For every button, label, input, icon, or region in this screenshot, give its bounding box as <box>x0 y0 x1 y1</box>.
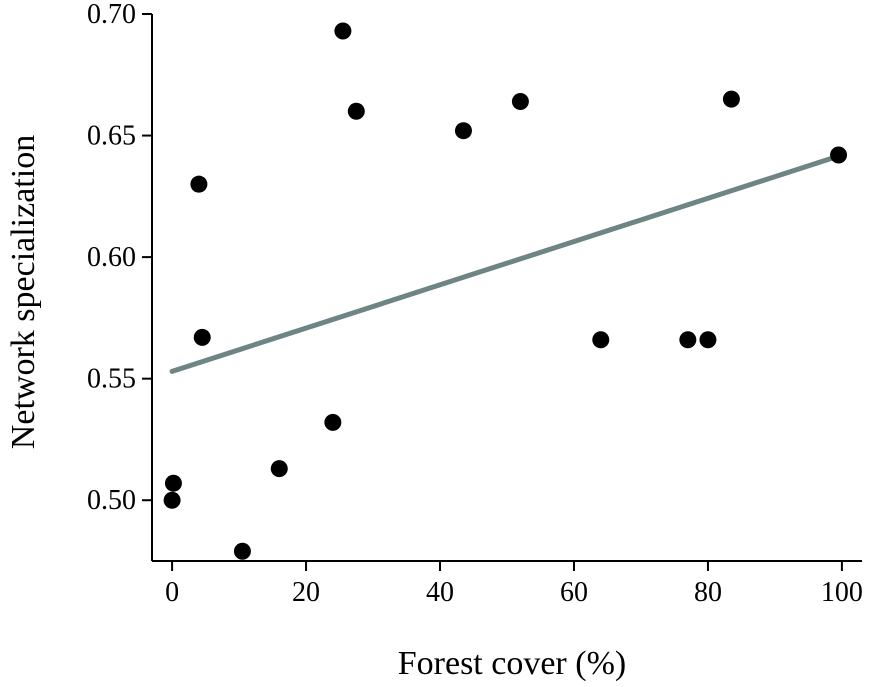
data-point <box>722 90 740 108</box>
x-ticks: 0 20 40 60 80 100 <box>165 561 863 608</box>
axes <box>151 14 862 562</box>
x-tick-label: 0 <box>165 577 179 608</box>
data-points <box>163 22 848 560</box>
x-tick-label: 80 <box>694 577 722 608</box>
data-point <box>164 474 182 492</box>
y-tick-label: 0.60 <box>87 242 136 273</box>
data-point <box>324 413 342 431</box>
data-point <box>163 491 181 509</box>
data-point <box>454 122 472 140</box>
data-point <box>233 542 251 560</box>
data-point <box>334 22 352 40</box>
trend-line <box>169 152 845 374</box>
data-point <box>190 175 208 193</box>
y-tick-label: 0.65 <box>87 121 136 152</box>
x-tick-label: 20 <box>292 577 320 608</box>
data-point <box>699 331 717 349</box>
data-point <box>679 331 697 349</box>
data-point <box>830 146 848 164</box>
data-point <box>511 93 529 111</box>
x-tick-label: 60 <box>560 577 588 608</box>
data-point <box>270 460 288 478</box>
x-tick-label: 40 <box>426 577 454 608</box>
data-point <box>347 102 365 120</box>
x-axis-label: Forest cover (%) <box>398 645 626 682</box>
y-axis-label: Network specialization <box>5 135 42 449</box>
x-tick-label: 100 <box>821 577 863 608</box>
data-point <box>592 331 610 349</box>
y-tick-label: 0.70 <box>87 0 136 30</box>
y-tick-label: 0.50 <box>87 485 136 516</box>
y-ticks: 0.50 0.55 0.60 0.65 0.70 <box>87 0 152 516</box>
data-point <box>193 328 211 346</box>
y-tick-label: 0.55 <box>87 364 136 395</box>
